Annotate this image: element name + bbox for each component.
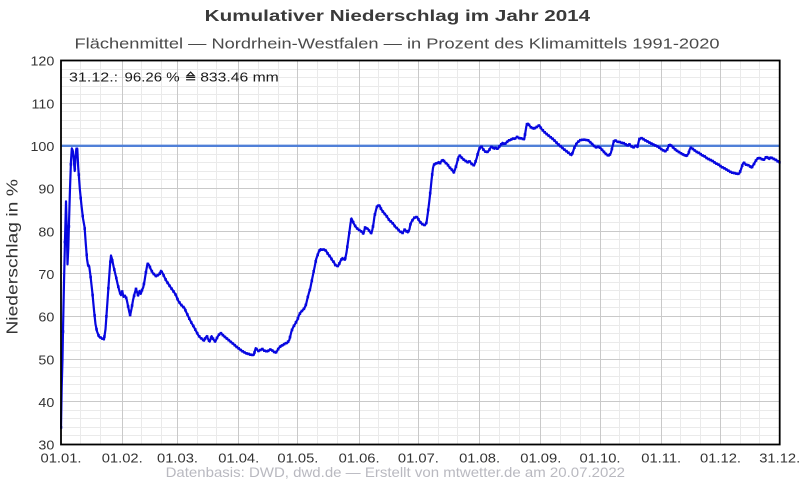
svg-text:01.11.: 01.11. (641, 450, 681, 465)
svg-text:833.46 mm: 833.46 mm (200, 71, 279, 85)
svg-text:01.05.: 01.05. (277, 450, 318, 465)
svg-text:60: 60 (38, 310, 54, 324)
svg-text:70: 70 (38, 267, 54, 281)
svg-text:01.12.: 01.12. (700, 450, 741, 465)
svg-text:110: 110 (32, 97, 55, 111)
svg-text:01.04.: 01.04. (218, 450, 259, 465)
svg-text:80: 80 (38, 225, 54, 239)
svg-text:01.01.: 01.01. (41, 450, 82, 465)
svg-text:100: 100 (30, 139, 54, 153)
svg-text:Kumulativer Niederschlag im Ja: Kumulativer Niederschlag im Jahr 2014 (205, 7, 591, 25)
svg-text:96.26 %: 96.26 % (125, 70, 180, 85)
svg-text:01.02.: 01.02. (102, 450, 143, 465)
svg-text:01.09.: 01.09. (520, 450, 561, 465)
svg-text:Niederschlag in %: Niederschlag in % (3, 179, 21, 335)
svg-text:Flächenmittel — Nordrhein-West: Flächenmittel — Nordrhein-Westfalen — in… (74, 35, 719, 52)
svg-text:90: 90 (38, 182, 54, 196)
svg-text:30: 30 (38, 438, 54, 452)
svg-text:01.07.: 01.07. (398, 450, 439, 465)
svg-text:31.12.: 31.12. (759, 450, 800, 465)
svg-text:01.03.: 01.03. (157, 450, 198, 465)
svg-text:50: 50 (38, 353, 54, 367)
svg-text:31.12.:: 31.12.: (69, 71, 118, 85)
svg-text:120: 120 (30, 54, 54, 68)
svg-text:01.06.: 01.06. (339, 450, 380, 465)
svg-text:Datenbasis: DWD, dwd.de — Erst: Datenbasis: DWD, dwd.de — Erstellt von m… (166, 466, 625, 480)
svg-text:01.10.: 01.10. (580, 450, 621, 465)
svg-text:40: 40 (38, 395, 54, 409)
svg-text:01.08.: 01.08. (459, 450, 500, 465)
